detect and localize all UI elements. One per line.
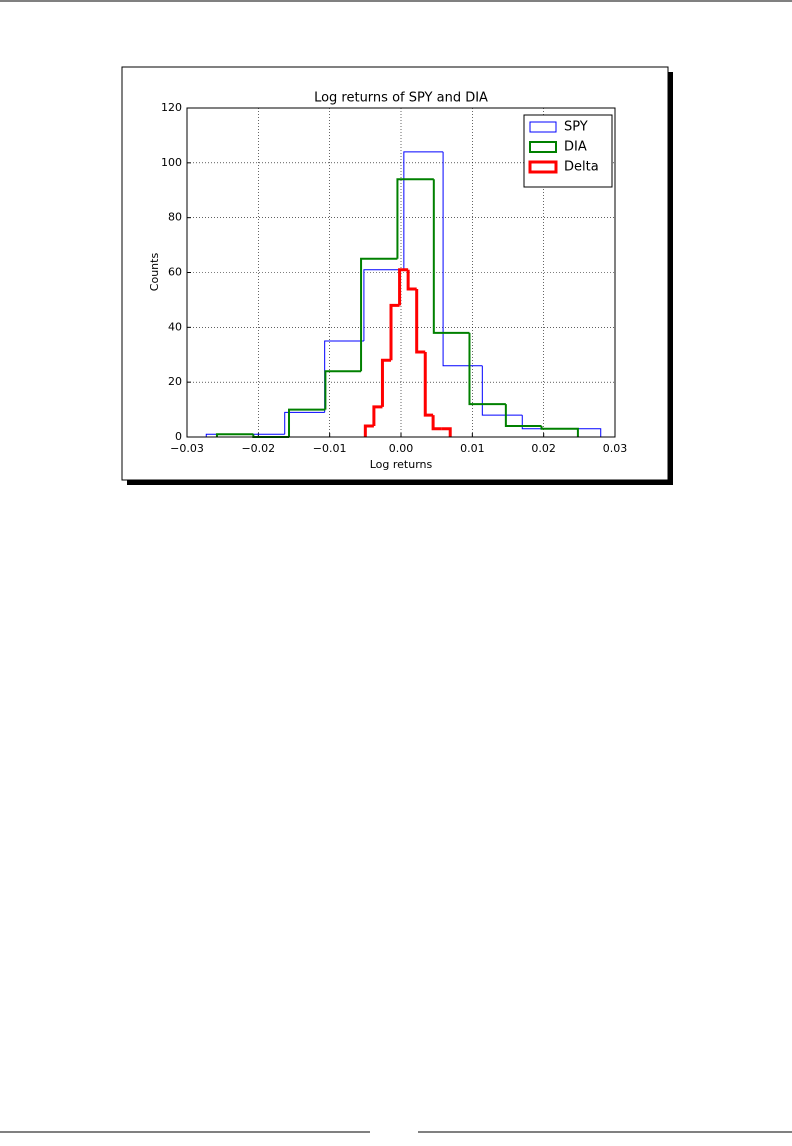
- histogram-step: [432, 179, 470, 334]
- legend-label: DIA: [564, 140, 587, 155]
- histogram-step: [284, 411, 325, 435]
- histogram-step: [481, 365, 523, 416]
- y-tick-label: 0: [175, 430, 182, 443]
- x-tick-label: −0.02: [241, 442, 275, 455]
- y-tick-label: 120: [161, 101, 182, 114]
- x-tick-label: 0.01: [460, 442, 485, 455]
- y-axis-label: Counts: [148, 253, 161, 292]
- histogram-step: [415, 288, 426, 354]
- y-tick-label: 40: [168, 320, 182, 333]
- histogram-step: [215, 433, 254, 437]
- histogram-step: [423, 352, 434, 417]
- histogram-step: [363, 424, 374, 437]
- histogram-step: [360, 257, 398, 372]
- x-tick-label: 0.03: [603, 442, 628, 455]
- histogram-step: [324, 370, 362, 410]
- x-tick-label: −0.01: [313, 442, 347, 455]
- histogram-step: [468, 332, 506, 406]
- y-tick-label: 60: [168, 266, 182, 279]
- histogram-step: [504, 404, 542, 428]
- x-tick-label: 0.00: [389, 442, 414, 455]
- histogram-step: [288, 408, 326, 437]
- histogram-step: [403, 151, 444, 270]
- plot-frame: [186, 107, 616, 438]
- histogram-step: [396, 178, 434, 259]
- histogram-step: [540, 426, 579, 437]
- histogram-step: [398, 268, 409, 306]
- x-axis-label: Log returns: [370, 458, 433, 471]
- histogram-step: [406, 269, 417, 291]
- legend-label: SPY: [564, 120, 588, 135]
- y-tick-label: 100: [161, 156, 182, 169]
- histogram-step: [431, 415, 442, 431]
- histogram-step: [441, 427, 452, 437]
- chart-title: Log returns of SPY and DIA: [314, 91, 488, 106]
- histogram-step: [372, 405, 383, 427]
- legend-label: Delta: [564, 160, 599, 175]
- y-tick-label: 20: [168, 375, 182, 388]
- legend-swatch: [528, 160, 558, 174]
- legend-swatch: [529, 141, 557, 153]
- x-tick-label: −0.03: [170, 442, 204, 455]
- histogram-step: [363, 269, 404, 342]
- y-tick-label: 80: [168, 211, 182, 224]
- histogram-step: [389, 303, 400, 361]
- histogram-step: [380, 358, 392, 407]
- x-tick-label: 0.02: [531, 442, 556, 455]
- legend-swatch: [529, 121, 557, 133]
- chart: Log returns of SPY and DIA Log returns C…: [148, 91, 627, 472]
